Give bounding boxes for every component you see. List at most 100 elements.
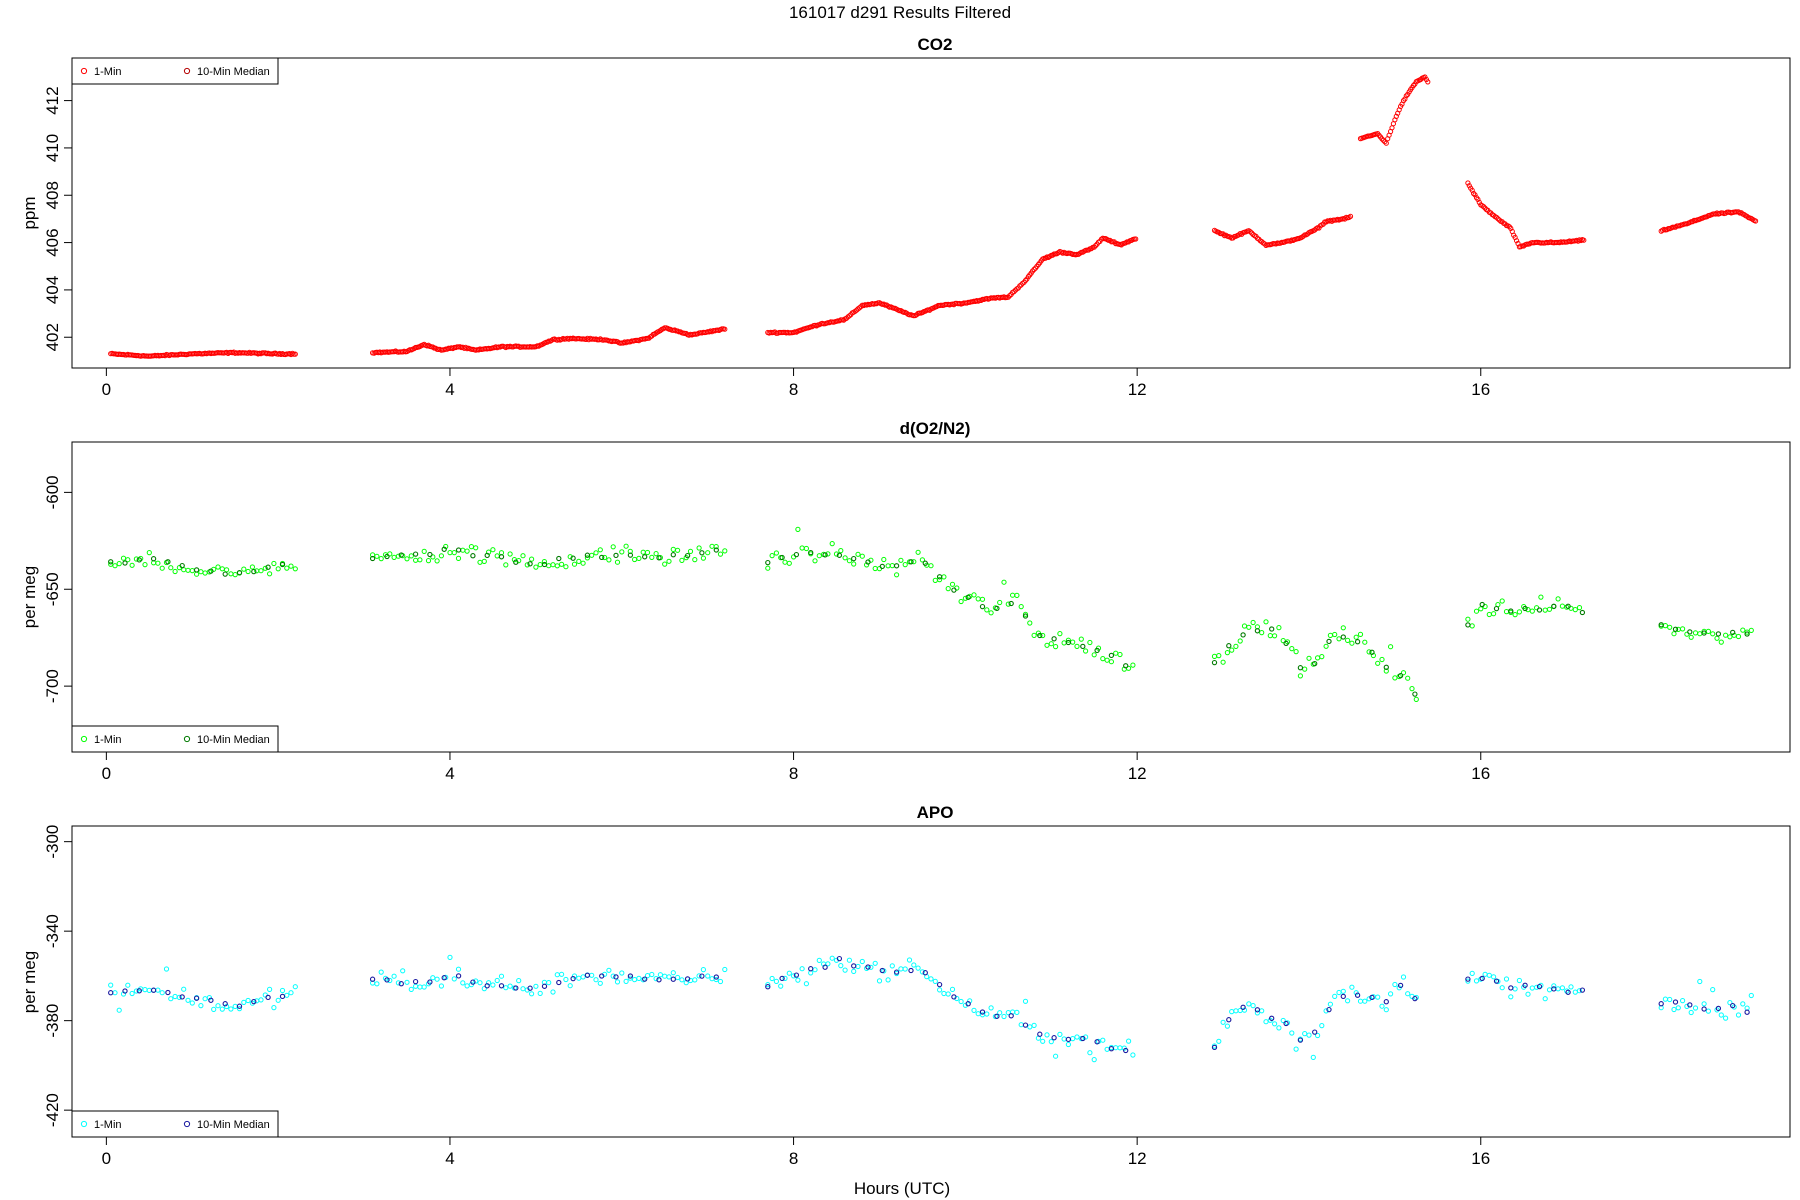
o2n2-one-min-point [438,553,444,559]
o2n2-one-min-point [271,560,277,567]
o2n2-one-min-point [546,563,552,569]
apo-one-min-point [1340,988,1346,994]
apo-one-min-point [1014,1009,1020,1016]
o2n2-median-point [1283,640,1289,647]
co2-one-min-point [1389,125,1395,131]
apo-median-point [165,989,171,996]
apo-one-min-point [1104,1046,1110,1052]
apo-median-point [642,976,648,982]
apo-y-tick-label: -340 [43,914,62,948]
o2n2-one-min-point [155,560,161,566]
apo-one-min-point [1113,1045,1119,1051]
o2n2-median-point [556,555,562,562]
apo-one-min-point [245,997,251,1004]
apo-legend-1min-label: 1-Min [94,1119,122,1131]
apo-median-point [193,995,200,1001]
co2-one-min-point [463,344,469,350]
apo-median-point [384,977,390,983]
apo-legend-median-marker [183,1120,191,1128]
o2n2-legend-median-marker [183,735,191,743]
o2n2-one-min-point [1576,605,1583,611]
apo-one-min-point [434,976,440,982]
o2n2-one-min-point [872,565,878,572]
apo-one-min-point [1327,1001,1334,1007]
apo-one-min-point [1718,1012,1724,1018]
o2n2-one-min-point [258,568,264,574]
apo-one-min-point [1246,1001,1252,1007]
co2-one-min-point [1581,237,1587,243]
apo-one-min-point [932,978,938,985]
o2n2-one-min-point [1542,607,1548,613]
apo-median-point [150,987,157,993]
apo-median-point [108,990,114,996]
apo-one-min-point [1233,1008,1239,1014]
o2n2-one-min-point [619,549,625,555]
o2n2-one-min-point [1473,608,1480,614]
o2n2-one-min-point [464,548,470,554]
apo-median-point [527,985,533,991]
o2n2-median-point [670,552,676,558]
o2n2-one-min-point [159,565,165,571]
apo-median-point [922,970,928,976]
o2n2-one-min-point [825,551,831,557]
o2n2-one-min-point [1267,633,1273,639]
co2-one-min-point [1247,229,1253,235]
o2n2-median-point [1465,622,1471,628]
o2n2-one-min-point [172,568,178,575]
apo-median-point [1354,992,1361,998]
apo-one-min-point [189,1000,195,1006]
apo-one-min-point [1671,1006,1677,1013]
apo-one-min-point [1224,1023,1231,1029]
o2n2-one-min-point [1349,640,1355,646]
apo-one-min-point [1130,1052,1136,1058]
o2n2-one-min-point [1405,675,1411,681]
o2n2-median-point [713,547,719,553]
o2n2-one-min-point [1667,624,1673,630]
co2-panel: CO2 ppm 0 4 8 12 16 402 404 406 408 410 412 1-Min … [20,35,1791,399]
apo-one-min-point [460,980,466,986]
o2n2-one-min-point [782,559,788,565]
apo-one-min-point [1525,991,1531,997]
apo-one-min-point [619,970,625,976]
apo-one-min-point [1701,1001,1707,1007]
o2n2-one-min-point [1315,655,1321,661]
co2-legend: 1-Min 10-Min Median [71,57,279,85]
apo-one-min-point [146,987,152,994]
apo-one-min-point [984,1011,990,1017]
apo-one-min-point [1529,985,1535,991]
co2-one-min-point [1425,79,1431,85]
apo-one-min-point [1302,1031,1308,1037]
o2n2-median-point [570,555,576,561]
o2n2-median-point [936,574,943,580]
o2n2-one-min-point [1100,656,1106,662]
co2-x-tick-label: 12 [1128,380,1147,399]
apo-one-min-point [129,990,135,997]
apo-median-point [556,979,562,986]
apo-one-min-point [928,976,934,982]
apo-one-min-point [769,975,775,982]
apo-one-min-point [219,1006,225,1012]
apo-one-min-point [597,980,603,986]
o2n2-one-min-point [524,562,530,568]
apo-one-min-point [666,974,672,980]
o2n2-one-min-point [1400,670,1407,676]
o2n2-one-min-point [1272,633,1278,639]
o2n2-one-min-point [1018,604,1024,610]
apo-one-min-point [816,957,822,964]
co2-one-min-point [1379,136,1385,142]
apo-one-min-point [1366,996,1372,1002]
apo-one-min-point [1559,985,1566,991]
apo-median-point [1283,1020,1289,1027]
apo-one-min-point [705,973,711,979]
o2n2-median-point [1536,607,1543,613]
o2n2-one-min-point [597,547,603,553]
apo-one-min-point [550,989,556,995]
o2n2-one-min-point [1486,611,1492,618]
o2n2-one-min-point [1705,628,1712,635]
o2n2-one-min-point [687,548,694,555]
apo-one-min-point [1710,987,1716,993]
o2n2-one-min-point [932,577,938,584]
apo-y-label: per meg [20,951,39,1013]
apo-one-min-point [1555,986,1561,992]
apo-median-point [979,1009,986,1015]
